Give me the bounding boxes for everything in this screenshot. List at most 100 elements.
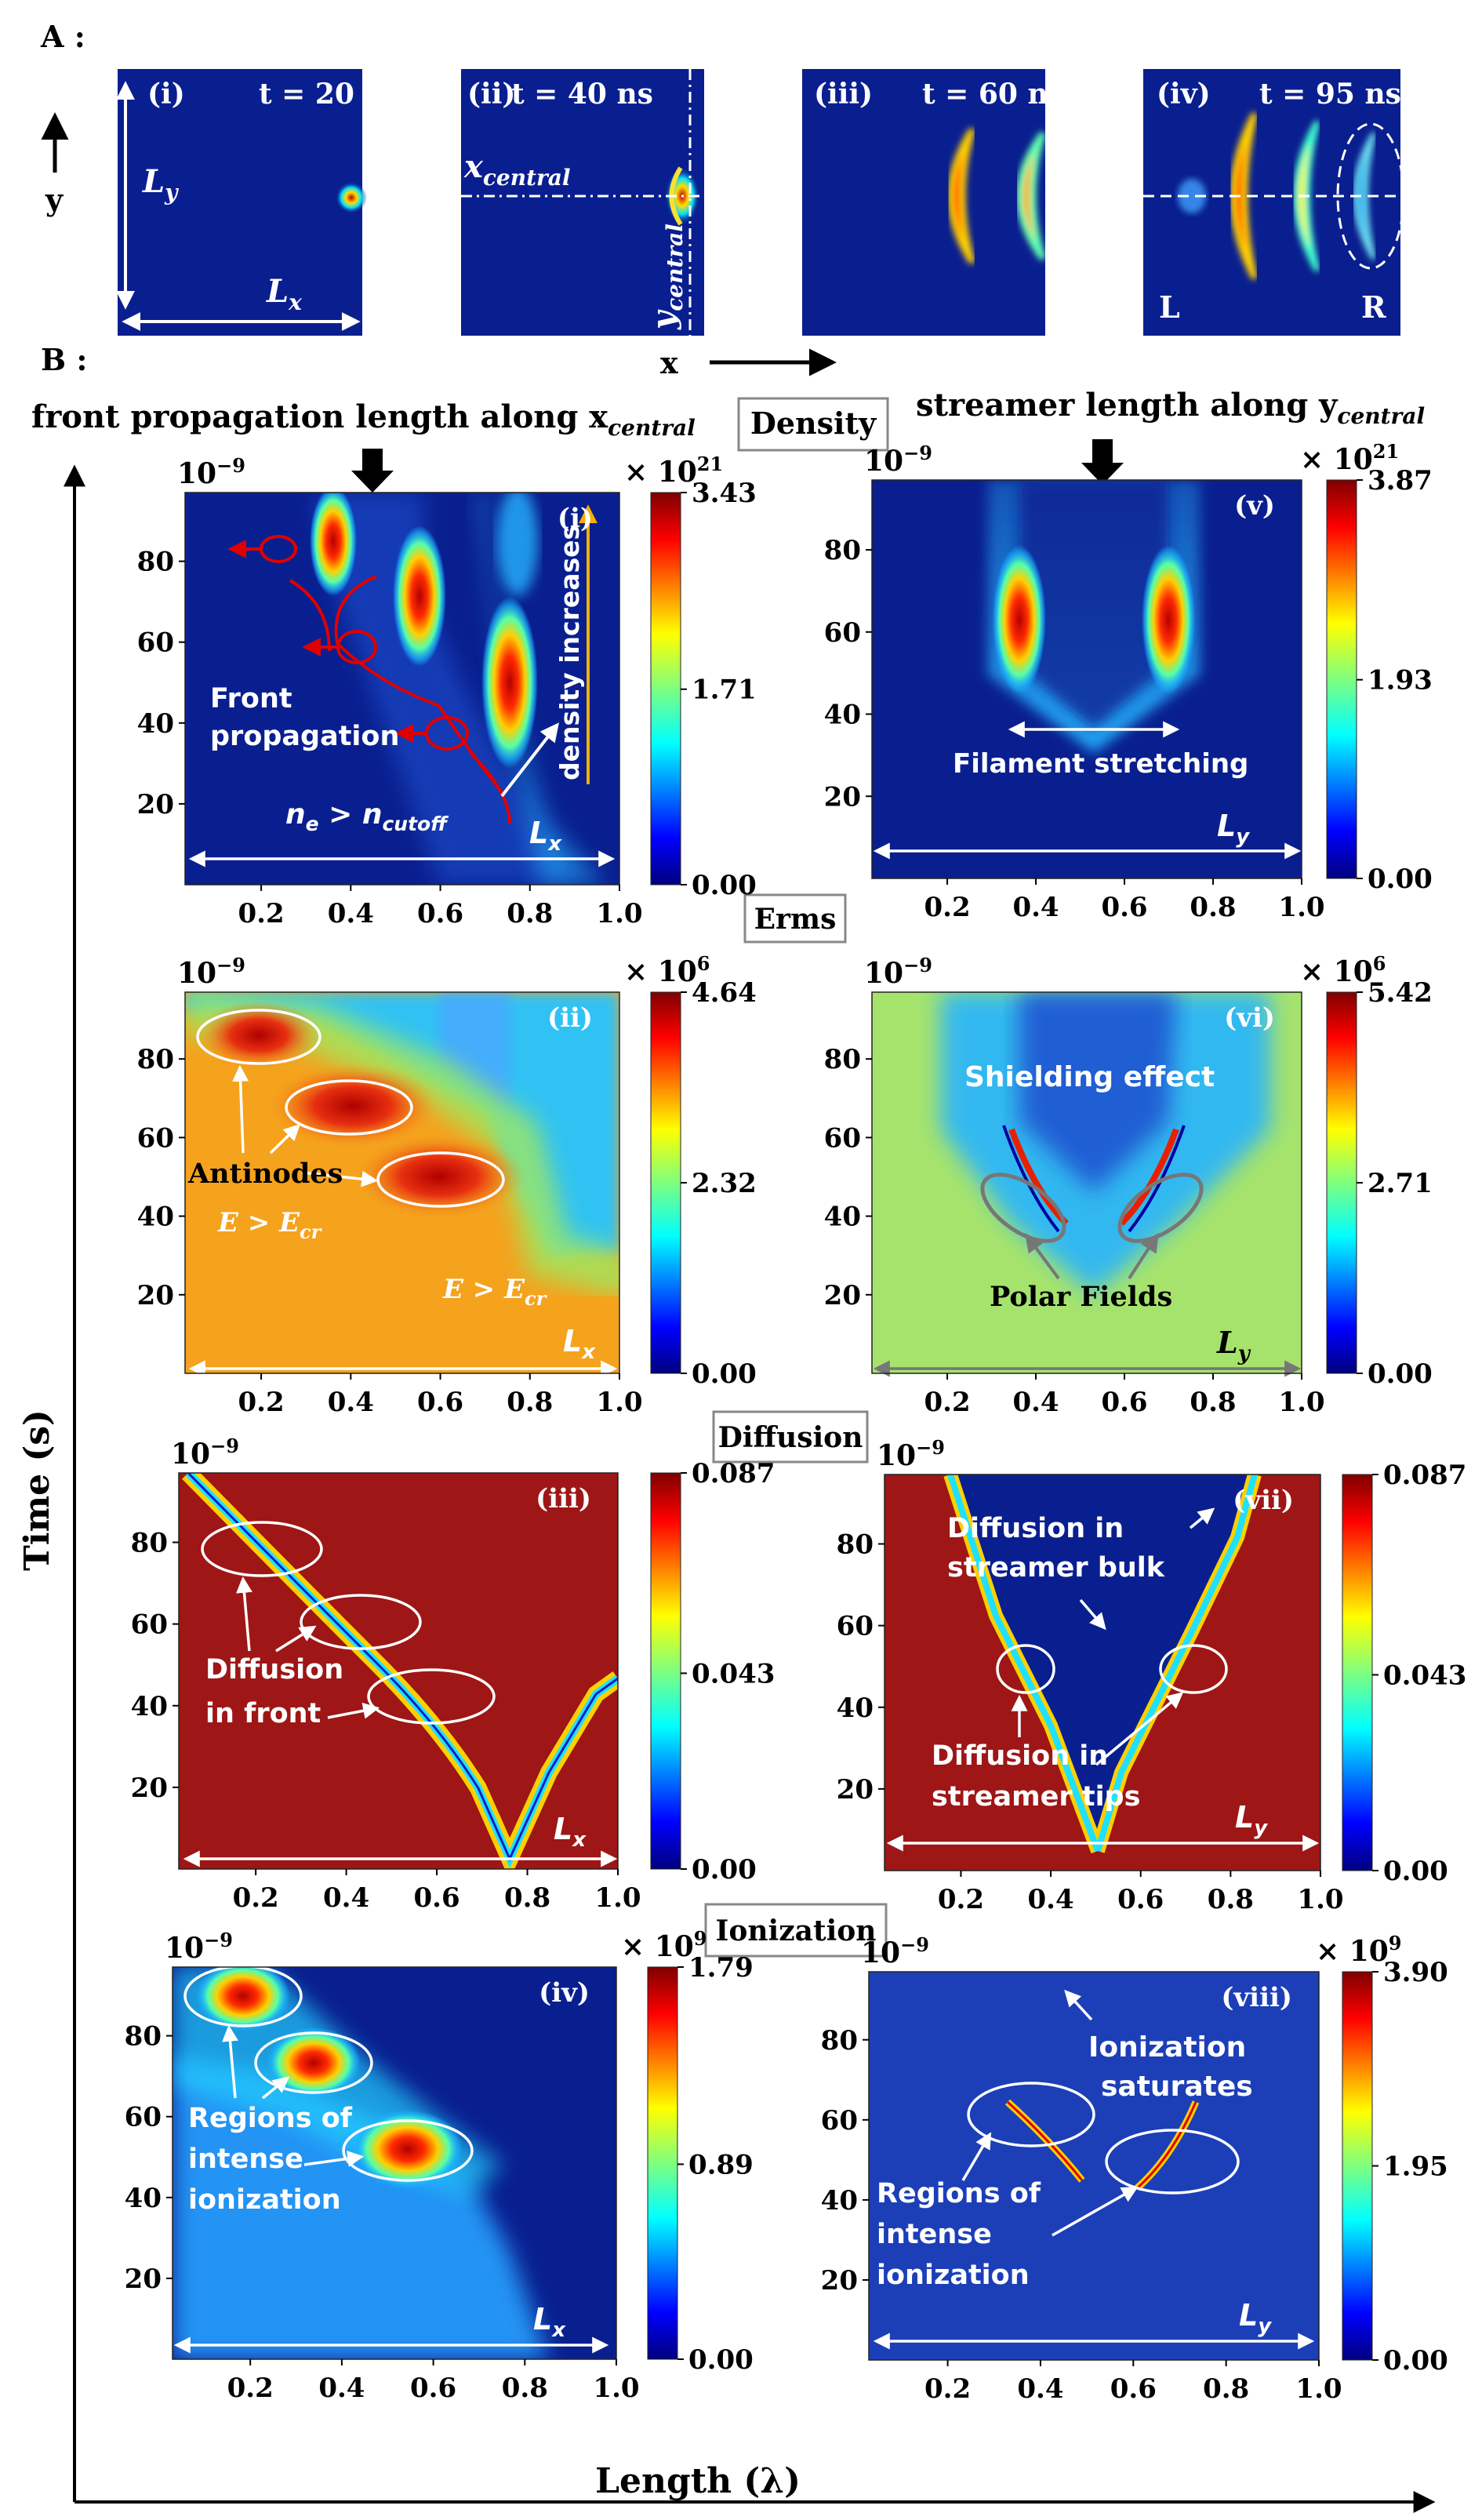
time-scale-iv: 10−9 bbox=[165, 1929, 233, 1965]
plot-frame-vii bbox=[884, 1474, 1321, 1871]
colorbar-iii bbox=[650, 1472, 681, 1870]
y-tick-label: 60 bbox=[824, 1122, 861, 1154]
x-tick-label: 0.8 bbox=[507, 898, 553, 929]
colorbar-label: 0.89 bbox=[688, 2149, 754, 2180]
svg-text:Ionization: Ionization bbox=[1088, 2031, 1246, 2064]
x-tick-label: 0.4 bbox=[328, 898, 374, 929]
left-marker: L bbox=[1159, 289, 1180, 325]
svg-text:Lx: Lx bbox=[554, 1812, 587, 1852]
snapshot-panel-i: (i) t = 20 ns Ly Lx bbox=[116, 69, 401, 336]
x-tick-label: 0.8 bbox=[1190, 1387, 1236, 1418]
panel-label-i: (i) bbox=[558, 503, 593, 534]
x-tick-label: 0.4 bbox=[1012, 892, 1059, 923]
y-tick-label: 80 bbox=[821, 2025, 858, 2056]
annot-ii: Antinodes E > Ecr E > Ecr Lx bbox=[187, 1009, 618, 1377]
colorbar-label: 5.42 bbox=[1368, 977, 1433, 1009]
annot-viii: Ionization saturates Regions of intense … bbox=[873, 1989, 1315, 2350]
x-tick-label: 0.4 bbox=[1012, 1387, 1059, 1418]
panel-label-viii: (viii) bbox=[1221, 1982, 1292, 2013]
svg-text:Diffusion in: Diffusion in bbox=[947, 1513, 1124, 1544]
y-tick-label: 80 bbox=[137, 547, 174, 578]
svg-text:ionization: ionization bbox=[877, 2260, 1030, 2291]
annotations: Front propagation density increases ne >… bbox=[173, 504, 1320, 2354]
heatmap-vi bbox=[872, 992, 1302, 1373]
panel-label-vii: (vii) bbox=[1233, 1485, 1294, 1516]
x-tick-label: 0.4 bbox=[328, 1387, 374, 1418]
y-tick-label: 40 bbox=[137, 1202, 174, 1233]
left-header: front propagation length along xcentral bbox=[31, 398, 696, 441]
section-a-label: A : bbox=[40, 19, 85, 54]
time-scale-i: 10−9 bbox=[177, 454, 245, 490]
plot-frame-iii bbox=[178, 1472, 619, 1870]
plasma-tail bbox=[1178, 179, 1206, 213]
panel-label-ii: (ii) bbox=[547, 1002, 593, 1034]
svg-text:in front: in front bbox=[205, 1698, 321, 1729]
y-tick-label: 80 bbox=[824, 1044, 861, 1075]
x-tick-label: 1.0 bbox=[593, 2373, 639, 2404]
snapshot-time: t = 40 ns bbox=[511, 78, 653, 111]
y-central-label: ycentral bbox=[645, 224, 688, 330]
x-tick-label: 1.0 bbox=[1297, 1884, 1343, 1915]
x-tick-label: 0.8 bbox=[1208, 1884, 1254, 1915]
plot-frame-iv bbox=[172, 1966, 617, 2360]
heatmap-iv bbox=[173, 1967, 616, 2359]
x-tick-label: 0.2 bbox=[238, 1387, 285, 1418]
y-tick-label: 20 bbox=[821, 2265, 858, 2296]
y-tick-label: 40 bbox=[824, 1202, 861, 1233]
y-tick-label: 60 bbox=[137, 627, 174, 659]
snapshot-panel-ii: (ii) t = 40 ns xcentral ycentral bbox=[461, 69, 704, 336]
panel-label-iii: (iii) bbox=[536, 1483, 591, 1515]
x-tick-label: 0.6 bbox=[417, 898, 463, 929]
y-tick-label: 60 bbox=[131, 1609, 168, 1641]
y-tick-label: 20 bbox=[131, 1773, 168, 1804]
svg-text:Ionization: Ionization bbox=[716, 1915, 877, 1947]
colorbar-multiplier-i: × 1021 bbox=[624, 453, 723, 489]
x-tick-label: 0.4 bbox=[1028, 1884, 1074, 1915]
colorbar-multiplier-v: × 1021 bbox=[1300, 440, 1399, 476]
snapshot-bg bbox=[461, 69, 704, 336]
x-tick-label: 0.2 bbox=[238, 898, 285, 929]
svg-text:Density: Density bbox=[750, 405, 877, 441]
x-central-label: xcentral bbox=[463, 148, 571, 191]
colorbar-label: 0.00 bbox=[1368, 864, 1433, 895]
svg-text:Ly: Ly bbox=[1216, 1325, 1251, 1365]
x-tick-label: 0.8 bbox=[1190, 892, 1236, 923]
colorbar-multiplier-vi: × 106 bbox=[1300, 952, 1386, 988]
svg-text:Front: Front bbox=[210, 683, 292, 715]
colorbar-i bbox=[650, 492, 681, 885]
svg-text:Lx: Lx bbox=[533, 2302, 566, 2342]
svg-text:E > Ecr: E > Ecr bbox=[217, 1207, 323, 1243]
x-tick-label: 0.8 bbox=[1203, 2373, 1249, 2405]
y-tick-label: 20 bbox=[137, 789, 174, 820]
svg-text:Filament stretching: Filament stretching bbox=[953, 748, 1248, 780]
x-tick-label: 0.2 bbox=[233, 1882, 279, 1914]
svg-text:Shielding effect: Shielding effect bbox=[964, 1061, 1215, 1093]
annot-i: Front propagation density increases ne >… bbox=[188, 504, 616, 867]
y-tick-label: 20 bbox=[824, 781, 861, 813]
x-tick-label: 0.6 bbox=[1117, 1884, 1164, 1915]
colorbar-multiplier-iv: × 109 bbox=[621, 1927, 707, 1963]
x-tick-label: 0.6 bbox=[1101, 1387, 1147, 1418]
panel-label-v: (v) bbox=[1234, 490, 1275, 522]
colorbar-label: 0.043 bbox=[692, 1658, 775, 1689]
time-scale-v: 10−9 bbox=[864, 442, 932, 478]
y-tick-label: 80 bbox=[125, 2021, 162, 2053]
x-tick-label: 0.6 bbox=[1101, 892, 1147, 923]
snapshot-time: t = 20 ns bbox=[259, 78, 401, 111]
right-region-marker bbox=[1336, 122, 1405, 270]
svg-text:Antinodes: Antinodes bbox=[187, 1158, 343, 1190]
snapshot-bg bbox=[118, 69, 362, 336]
category-ionization: Ionization bbox=[704, 1903, 888, 1958]
plot-frame-v bbox=[871, 479, 1302, 879]
colorbar-label: 0.00 bbox=[1368, 1358, 1433, 1390]
annot-iv: Regions of intense ionization Lx bbox=[173, 1965, 609, 2354]
y-tick-label: 60 bbox=[824, 617, 861, 649]
svg-text:Polar Fields: Polar Fields bbox=[990, 1281, 1172, 1313]
x-tick-label: 0.2 bbox=[938, 1884, 984, 1915]
time-scale-ii: 10−9 bbox=[177, 954, 245, 990]
y-tick-label: 20 bbox=[824, 1280, 861, 1311]
colorbar-label: 0.00 bbox=[1383, 2345, 1448, 2376]
svg-text:Regions of: Regions of bbox=[877, 2178, 1041, 2209]
y-tick-label: 40 bbox=[821, 2185, 858, 2216]
